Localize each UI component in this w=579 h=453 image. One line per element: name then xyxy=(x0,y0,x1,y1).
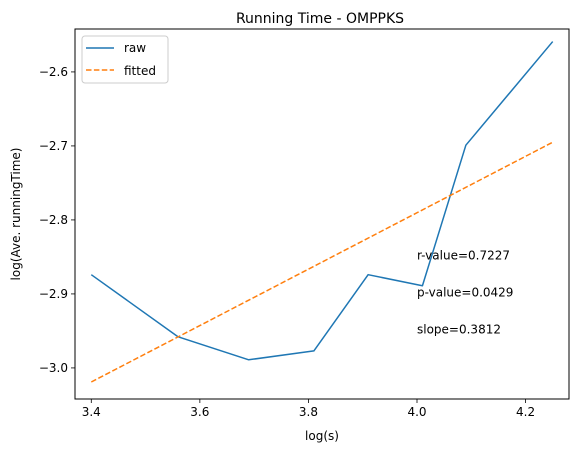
x-tick-label: 3.6 xyxy=(190,405,209,419)
x-tick-label: 3.8 xyxy=(299,405,318,419)
y-tick-label: −2.7 xyxy=(39,139,68,153)
y-axis-label: log(Ave. runningTime) xyxy=(9,148,23,281)
x-tick-label: 3.4 xyxy=(82,405,101,419)
plot-area-frame xyxy=(74,28,570,400)
legend-label-raw: raw xyxy=(124,41,146,55)
y-tick-label: −3.0 xyxy=(39,361,68,375)
y-tick-label: −2.8 xyxy=(39,213,68,227)
y-tick-label: −2.6 xyxy=(39,65,68,79)
chart-title: Running Time - OMPPKS xyxy=(236,11,404,27)
series-line-raw xyxy=(90,41,554,361)
x-axis-label: log(s) xyxy=(305,429,339,443)
legend: raw fitted xyxy=(81,35,169,84)
stat-annotation: slope=0.3812 xyxy=(417,322,501,336)
stat-annotation: r-value=0.7227 xyxy=(417,248,510,262)
x-tick-label: 4.0 xyxy=(407,405,426,419)
stat-annotation: p-value=0.0429 xyxy=(417,285,513,299)
y-tick-label: −2.9 xyxy=(39,287,68,301)
legend-label-fitted: fitted xyxy=(124,64,156,78)
x-tick-label: 4.2 xyxy=(516,405,535,419)
